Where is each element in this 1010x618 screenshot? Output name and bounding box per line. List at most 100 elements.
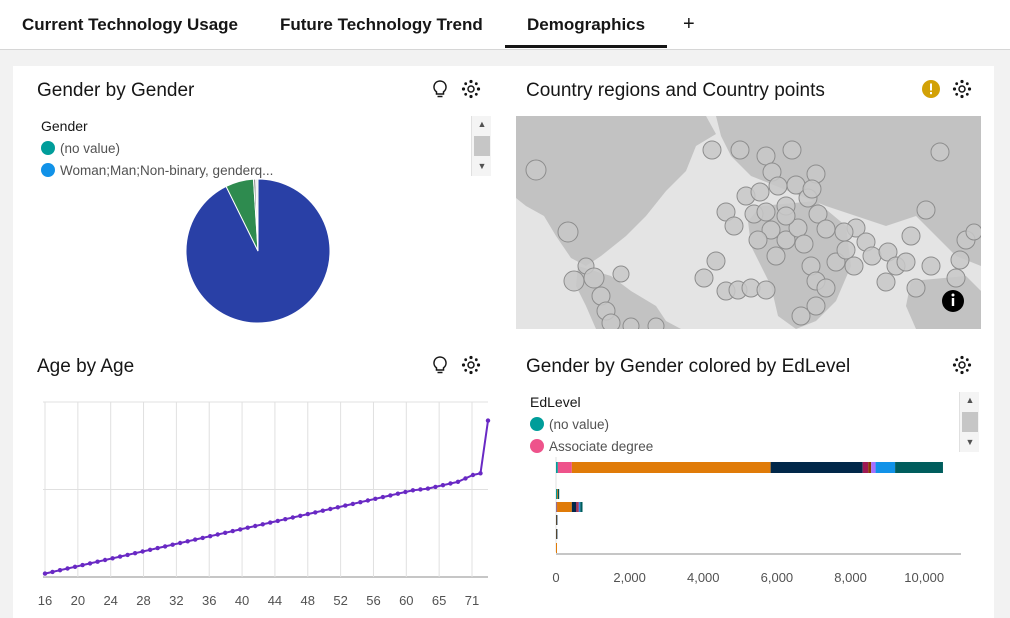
line-point[interactable]	[470, 472, 476, 478]
scroll-down-icon[interactable]: ▼	[965, 437, 975, 447]
line-point[interactable]	[57, 568, 63, 573]
map-point[interactable]	[694, 268, 714, 288]
line-point[interactable]	[433, 484, 438, 490]
bar-segment[interactable]	[557, 489, 559, 499]
scroll-thumb[interactable]	[474, 136, 490, 156]
line-point[interactable]	[298, 513, 303, 518]
bar-segment[interactable]	[579, 502, 581, 512]
settings-icon[interactable]	[460, 78, 482, 100]
line-point[interactable]	[42, 571, 48, 576]
line-point[interactable]	[230, 528, 235, 534]
map-point[interactable]	[525, 159, 547, 181]
map-point[interactable]	[730, 140, 750, 160]
lightbulb-icon[interactable]	[429, 78, 451, 100]
line-point[interactable]	[238, 527, 243, 532]
bar-segment[interactable]	[895, 462, 943, 473]
line-point[interactable]	[147, 547, 153, 552]
scroll-up-icon[interactable]: ▲	[477, 119, 487, 129]
map-point[interactable]	[557, 221, 579, 243]
line-point[interactable]	[87, 561, 93, 566]
line-point[interactable]	[373, 496, 378, 501]
line-point[interactable]	[365, 498, 371, 503]
map-point[interactable]	[808, 204, 828, 224]
map-point[interactable]	[647, 317, 665, 329]
line-point[interactable]	[155, 545, 160, 551]
bar-segment[interactable]	[556, 462, 558, 473]
map-point[interactable]	[834, 222, 854, 242]
bar-segment[interactable]	[556, 529, 558, 539]
map-point[interactable]	[930, 142, 950, 162]
map-point[interactable]	[950, 250, 970, 270]
map-point[interactable]	[702, 140, 722, 160]
scroll-down-icon[interactable]: ▼	[477, 161, 487, 171]
bar-segment[interactable]	[556, 489, 558, 499]
bar-segment[interactable]	[556, 502, 558, 512]
line-point[interactable]	[95, 559, 100, 564]
bar-segment[interactable]	[577, 502, 579, 512]
line-point[interactable]	[380, 494, 386, 500]
settings-icon[interactable]	[460, 354, 482, 376]
line-point[interactable]	[350, 501, 356, 507]
line-point[interactable]	[260, 522, 265, 527]
line-point[interactable]	[140, 549, 145, 554]
tab-demographics[interactable]: Demographics	[504, 0, 668, 50]
line-point[interactable]	[418, 487, 423, 492]
map-point[interactable]	[906, 278, 926, 298]
map-point[interactable]	[768, 176, 788, 196]
line-point[interactable]	[388, 493, 393, 498]
map-point[interactable]	[766, 246, 786, 266]
map-point[interactable]	[965, 223, 981, 241]
lightbulb-icon[interactable]	[429, 354, 451, 376]
map-point[interactable]	[583, 267, 605, 289]
map-point[interactable]	[901, 226, 921, 246]
line-point[interactable]	[65, 566, 70, 571]
map-point[interactable]	[806, 296, 826, 316]
line-point[interactable]	[328, 506, 333, 512]
bar-segment[interactable]	[558, 489, 560, 499]
legend-scrollbar[interactable]: ▲ ▼	[471, 116, 491, 176]
tab-current-technology-usage[interactable]: Current Technology Usage	[22, 15, 238, 34]
bar-segment[interactable]	[571, 462, 771, 473]
bar-segment[interactable]	[571, 502, 577, 512]
line-point[interactable]	[253, 523, 258, 529]
tab-future-technology-trend[interactable]: Future Technology Trend	[280, 15, 483, 34]
map-point[interactable]	[816, 278, 836, 298]
map-point[interactable]	[748, 230, 768, 250]
settings-icon[interactable]	[951, 354, 973, 376]
map-view[interactable]	[516, 116, 981, 329]
line-point[interactable]	[162, 544, 168, 549]
widget-map[interactable]: Country regions and Country points	[516, 66, 981, 336]
line-point[interactable]	[283, 517, 288, 522]
widget-age-line[interactable]: Age by Age 16 20 24 28 32 36 40 44 48 52 56 60 65 71	[23, 342, 493, 612]
map-point[interactable]	[844, 256, 864, 276]
line-point[interactable]	[313, 510, 318, 515]
map-point[interactable]	[601, 313, 621, 329]
map-point[interactable]	[921, 256, 941, 276]
map-point[interactable]	[836, 240, 856, 260]
line-point[interactable]	[485, 418, 491, 423]
line-point[interactable]	[358, 500, 363, 505]
map-point[interactable]	[756, 202, 776, 222]
line-point[interactable]	[117, 554, 123, 559]
line-point[interactable]	[395, 491, 401, 496]
bar-segment[interactable]	[868, 462, 872, 473]
map-point[interactable]	[724, 216, 744, 236]
map-point[interactable]	[756, 280, 776, 300]
map-point[interactable]	[776, 230, 796, 250]
line-point[interactable]	[275, 518, 280, 524]
line-point[interactable]	[440, 483, 446, 488]
line-point[interactable]	[185, 539, 190, 544]
scroll-up-icon[interactable]: ▲	[965, 395, 975, 405]
map-point[interactable]	[791, 306, 811, 326]
line-point[interactable]	[200, 535, 205, 541]
map-point[interactable]	[876, 272, 896, 292]
bar-segment[interactable]	[770, 462, 863, 473]
map-point[interactable]	[750, 182, 770, 202]
map-point[interactable]	[776, 206, 796, 226]
line-point[interactable]	[192, 537, 198, 542]
line-point[interactable]	[207, 534, 213, 539]
bar-segment[interactable]	[862, 462, 869, 473]
line-point[interactable]	[132, 551, 138, 556]
legend-item[interactable]: Woman;Man;Non-binary, genderq...	[41, 159, 461, 181]
add-tab-button[interactable]: +	[683, 13, 695, 35]
